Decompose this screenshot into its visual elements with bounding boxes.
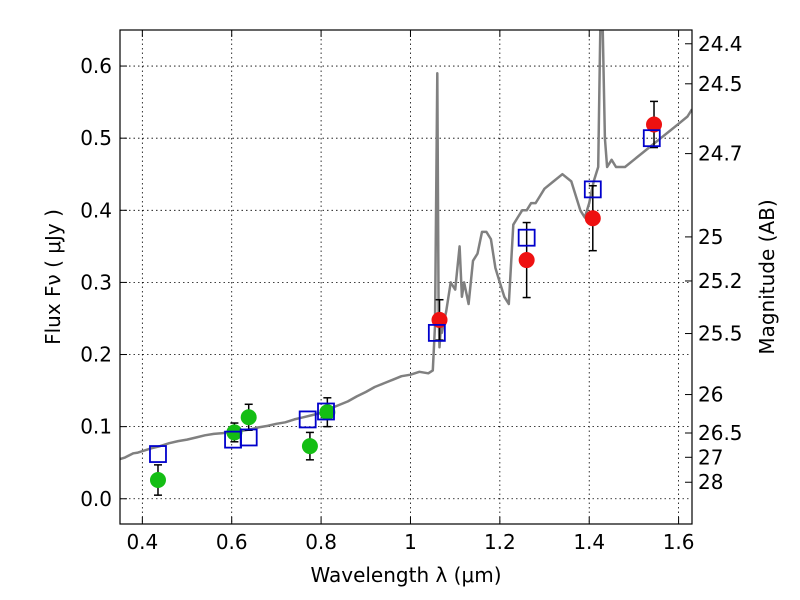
- right-tick-label: 25.2: [698, 269, 743, 293]
- red-data-point: [584, 210, 601, 227]
- model-photometry-square: [517, 228, 536, 247]
- red-data-point: [518, 252, 535, 269]
- ticks: 0.4 0.6 0.8 1 1.2 1.4 1.6 0.0 0.1 0.2 0.3 0.4 0.5 0.6…: [80, 30, 743, 554]
- x-tick-label: 1.4: [573, 530, 605, 554]
- right-tick-label: 25.5: [698, 322, 743, 346]
- model-photometry-square: [239, 428, 258, 447]
- x-tick-label: 0.8: [305, 530, 337, 554]
- y-tick-label: 0.1: [80, 415, 112, 439]
- red-data-point: [646, 116, 663, 133]
- plot-frame-background: [120, 30, 692, 524]
- right-axis-label: Magnitude (AB): [755, 199, 779, 354]
- model-photometry-square: [427, 323, 446, 342]
- right-tick-label: 25: [698, 225, 723, 249]
- x-tick-label: 1.2: [484, 530, 516, 554]
- green-data-point: [149, 472, 166, 489]
- right-tick-label: 24.4: [698, 32, 743, 56]
- x-tick-label: 1: [404, 530, 417, 554]
- y-tick-label: 0.3: [80, 270, 112, 294]
- y-tick-label: 0.6: [80, 54, 112, 78]
- model-photometry-square: [298, 410, 317, 429]
- x-tick-label: 0.4: [126, 530, 158, 554]
- y-axis-label: Flux Fν ( μJy ): [41, 209, 65, 345]
- y-tick-label: 0.0: [80, 487, 112, 511]
- grid: [120, 30, 692, 524]
- x-tick-label: 1.6: [663, 530, 695, 554]
- y-tick-label: 0.2: [80, 343, 112, 367]
- y-tick-label: 0.5: [80, 126, 112, 150]
- green-data-point: [240, 409, 257, 426]
- right-tick-label: 26.5: [698, 421, 743, 445]
- green-data-point: [319, 404, 336, 421]
- x-axis-label: Wavelength λ (μm): [310, 563, 501, 587]
- right-tick-label: 27: [698, 445, 723, 469]
- x-tick-label: 0.6: [216, 530, 248, 554]
- y-tick-label: 0.4: [80, 198, 112, 222]
- model-photometry-square: [583, 180, 602, 199]
- model-photometry-square: [642, 129, 661, 148]
- plot-frame: [119, 29, 693, 525]
- model-photometry-square: [149, 445, 167, 463]
- right-tick-label: 24.5: [698, 72, 743, 96]
- right-tick-label: 26: [698, 383, 723, 407]
- model-photometry-square: [317, 402, 335, 421]
- red-data-point: [431, 311, 448, 328]
- plot-area: [120, 30, 692, 496]
- right-tick-label: 24.7: [698, 142, 743, 166]
- right-tick-label: 28: [698, 470, 723, 494]
- green-data-point: [301, 438, 318, 455]
